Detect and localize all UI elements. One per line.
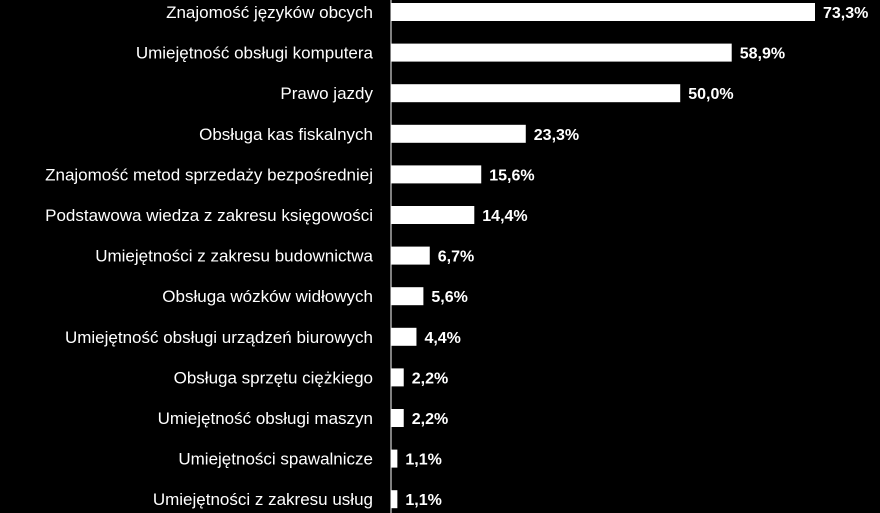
bar	[391, 43, 732, 62]
bar	[391, 490, 398, 509]
value-label: 6,7%	[438, 249, 474, 266]
category-label: Obsługa sprzętu ciężkiego	[174, 368, 373, 387]
category-label: Podstawowa wiedza z zakresu księgowości	[45, 206, 373, 225]
bar	[391, 124, 526, 143]
value-label: 15,6%	[489, 167, 534, 184]
category-label: Prawo jazdy	[280, 84, 373, 103]
bar	[391, 246, 430, 265]
category-label: Znajomość języków obcych	[166, 3, 373, 22]
bar	[391, 84, 681, 103]
value-label: 1,1%	[405, 452, 441, 469]
bar	[391, 327, 417, 346]
category-label: Obsługa kas fiskalnych	[199, 125, 373, 144]
category-label: Umiejętność obsługi maszyn	[158, 409, 373, 428]
bar	[391, 409, 404, 427]
category-label: Znajomość metod sprzedaży bezpośredniej	[45, 165, 373, 184]
value-label: 58,9%	[740, 46, 785, 63]
bar	[391, 206, 475, 224]
category-label: Obsługa wózków widłowych	[162, 287, 373, 306]
value-label: 2,2%	[412, 411, 448, 428]
value-label: 4,4%	[424, 330, 460, 347]
category-label: Umiejętność obsługi komputera	[136, 44, 374, 63]
value-label: 5,6%	[431, 289, 467, 306]
category-label: Umiejętności z zakresu budownictwa	[95, 247, 373, 266]
bar	[391, 3, 815, 21]
category-label: Umiejętności z zakresu usług	[153, 490, 373, 509]
bar	[391, 368, 404, 387]
value-label: 14,4%	[482, 208, 527, 225]
bar-rows: Znajomość języków obcych 73,3% Umiejętność…	[45, 3, 868, 509]
value-label: 2,2%	[412, 370, 448, 387]
category-label: Umiejętności spawalnicze	[178, 450, 373, 469]
bar	[391, 165, 482, 184]
category-label: Umiejętność obsługi urządzeń biurowych	[65, 328, 373, 347]
value-label: 50,0%	[688, 86, 733, 103]
value-label: 73,3%	[823, 5, 868, 22]
value-label: 1,1%	[405, 492, 441, 509]
bar	[391, 287, 424, 306]
value-label: 23,3%	[534, 127, 579, 144]
bar	[391, 449, 398, 468]
